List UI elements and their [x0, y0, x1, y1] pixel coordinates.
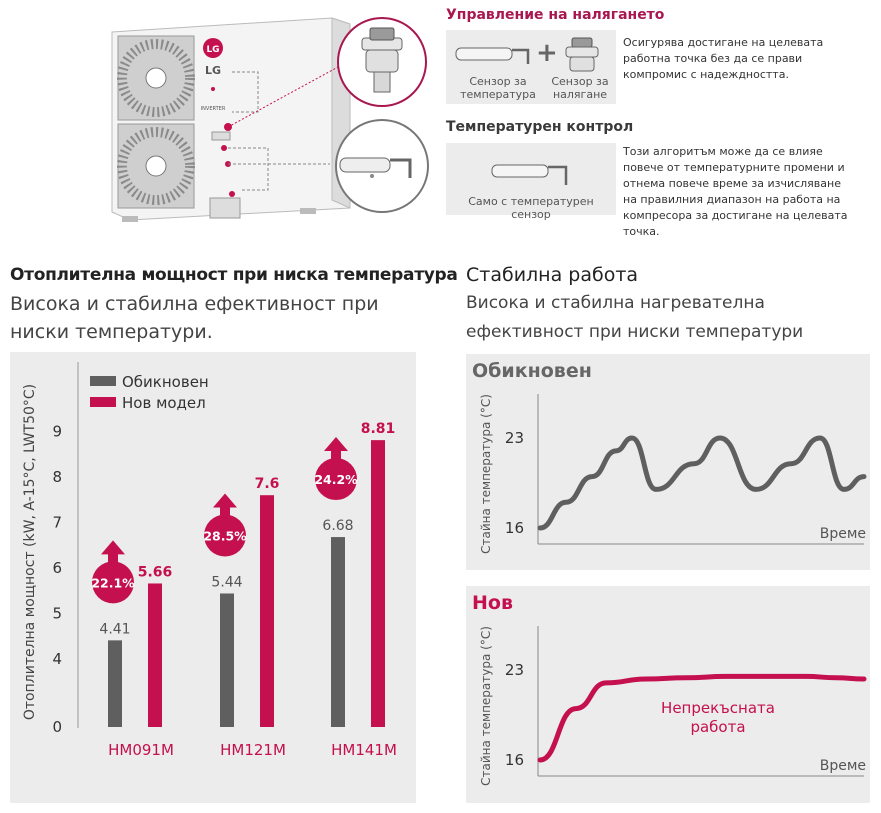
category-label: HM141M — [331, 741, 397, 759]
outdoor-unit-illustration: LG LG INVERTER — [111, 17, 429, 222]
improvement-label: 24.2% — [314, 472, 358, 487]
line-chart-title: Нов — [472, 592, 513, 614]
line-chart-new-panel: Нов Стайна температура (°C) 23 16 Време Непре… — [466, 586, 870, 803]
legend-swatch-old — [90, 376, 116, 386]
y-tick-label: 8 — [52, 468, 62, 486]
lg-logo-icon — [203, 38, 223, 58]
y-tick-label: 5 — [52, 605, 62, 623]
improvement-badge: 28.5% — [203, 493, 247, 557]
right-section-subtitle: Висока и стабилна нагревателна ефективно… — [466, 293, 804, 342]
bar-old-value-label: 6.68 — [322, 518, 353, 534]
y-tick-label: 7 — [52, 514, 62, 532]
legend-label-old: Обикновен — [122, 373, 209, 391]
annotation-line-1: Непрекъсната — [661, 699, 775, 717]
line-chart-new: Нов Стайна температура (°C) 23 16 Време Непре… — [472, 592, 867, 786]
bar-new-value-label: 8.81 — [361, 421, 396, 437]
bar-old — [331, 537, 345, 727]
bar-new-value-label: 5.66 — [138, 564, 173, 580]
bar-new — [371, 440, 385, 727]
right-section-title: Стабилна работа — [466, 264, 639, 286]
y-tick-label: 23 — [505, 429, 524, 447]
left-section-subtitle: Висока и стабилна ефективност при ниски … — [10, 293, 379, 343]
arrow-up-icon — [213, 493, 237, 518]
bar-chart: Отоплителна мощност (kW, A-15°C, LWT50°C… — [22, 362, 397, 759]
pressure-control-desc: Осигурява достигане на целевата работна … — [623, 36, 824, 81]
arrow-up-icon — [324, 437, 348, 462]
only-temp-label: Само с температурен сензор — [468, 195, 594, 221]
y-tick-label: 16 — [505, 751, 524, 769]
x-axis-label: Време — [820, 526, 866, 542]
bar-old — [220, 593, 234, 727]
y-axis-label: Стайна температура (°C) — [479, 626, 493, 786]
bar-old-value-label: 4.41 — [99, 621, 130, 637]
temperature-series-line — [537, 673, 867, 763]
sensor-temp-label: Сензор за температура — [460, 75, 536, 101]
category-label: HM091M — [108, 741, 174, 759]
category-label: HM121M — [220, 741, 286, 759]
legend-label-new: Нов модел — [122, 394, 206, 412]
plus-sign: + — [536, 38, 558, 68]
annotation-line-2: работа — [690, 718, 745, 736]
improvement-label: 22.1% — [91, 575, 135, 590]
pressure-sensors-box: + Сензор за температура Сензор за наляга… — [446, 30, 616, 104]
y-tick-label: 16 — [505, 519, 524, 537]
improvement-badge: 22.1% — [91, 540, 135, 604]
y-tick-label: 6 — [52, 559, 62, 577]
y-tick-label: 23 — [505, 661, 524, 679]
bar-old — [108, 640, 122, 727]
arrow-up-icon — [101, 540, 125, 565]
line-chart-ordinary: Обикновен Стайна температура (°C) 23 16 Врем… — [472, 360, 867, 554]
pressure-sensor-icon — [361, 27, 403, 93]
y-axis-label: Стайна температура (°C) — [479, 394, 493, 554]
left-section-title: Отоплителна мощност при ниска температур… — [10, 265, 458, 285]
line-chart-ordinary-panel: Обикновен Стайна температура (°C) 23 16 Врем… — [466, 354, 870, 570]
sensor-press-label: Сензор за налягане — [551, 75, 609, 101]
pressure-control-title: Управление на налягането — [446, 7, 665, 23]
svg-text:LG: LG — [206, 45, 219, 55]
temp-sensor-small-icon — [491, 164, 568, 185]
temperature-control-desc: Този алгоритъм може да се влияе повече о… — [623, 145, 848, 238]
temperature-control-title: Температурен контрол — [446, 119, 634, 135]
temperature-sensor-icon — [339, 157, 412, 178]
y-axis-label: Отоплителна мощност (kW, A-15°C, LWT50°C… — [22, 384, 38, 720]
improvement-badge: 24.2% — [314, 437, 358, 501]
bar-new-value-label: 7.6 — [255, 476, 280, 492]
bar-old-value-label: 5.44 — [211, 574, 242, 590]
x-axis-label: Време — [820, 758, 866, 774]
improvement-label: 28.5% — [203, 528, 247, 543]
bar-new — [148, 583, 162, 727]
svg-text:INVERTER: INVERTER — [201, 106, 226, 112]
y-tick-label: 9 — [52, 423, 62, 441]
bar-chart-panel: Отоплителна мощност (kW, A-15°C, LWT50°C… — [10, 352, 416, 803]
temperature-series-line — [537, 435, 867, 531]
line-chart-title: Обикновен — [472, 360, 592, 382]
y-tick-label: 0 — [52, 718, 62, 736]
y-tick-label: 4 — [52, 650, 62, 668]
bar-new — [260, 495, 274, 727]
sensor-pair-icon — [455, 37, 599, 72]
temp-sensor-box: Само с температурен сензор — [446, 143, 616, 221]
legend-swatch-new — [90, 397, 116, 407]
brand-text: LG — [205, 64, 221, 77]
